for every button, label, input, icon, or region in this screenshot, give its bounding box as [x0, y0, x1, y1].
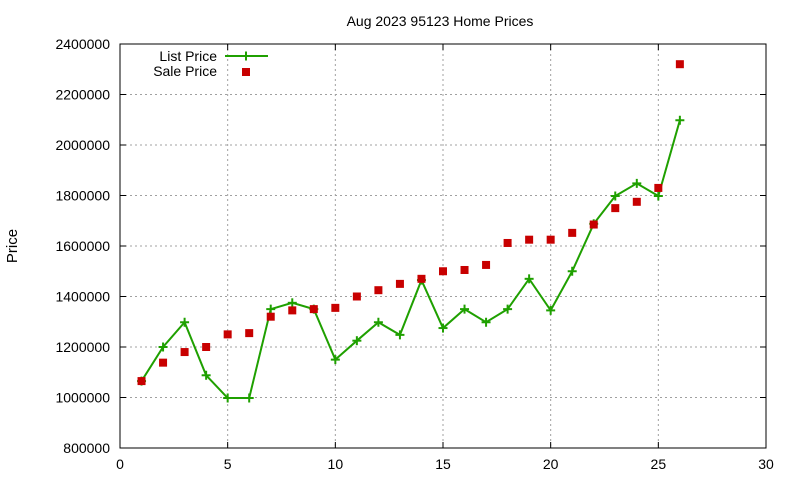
sale-price-point: [202, 343, 211, 351]
list-price-point: [395, 330, 405, 340]
list-price-point: [546, 305, 556, 315]
axis-ticks: 0 5 10 15 20 25 30 800000 1000000 1200000 1400000 1…: [55, 36, 774, 472]
y-tick-label: 2000000: [55, 137, 110, 153]
list-price-point: [503, 304, 513, 314]
sale-price-point: [632, 197, 641, 206]
y-axis-label: Price: [4, 229, 21, 263]
sale-price-point: [309, 305, 318, 314]
legend: List Price Sale Price: [153, 48, 268, 79]
grid: [120, 44, 766, 448]
list-price-point: [524, 274, 534, 284]
list-price-point: [610, 191, 620, 201]
sale-price-point: [503, 238, 512, 247]
sale-price-point: [395, 279, 404, 288]
chart-title: Aug 2023 95123 Home Prices: [347, 13, 534, 29]
list-price-point: [158, 342, 168, 352]
legend-label-list-price: List Price: [159, 48, 217, 64]
list-price-point: [330, 355, 340, 365]
sale-price-point: [331, 303, 340, 312]
sale-price-point: [525, 235, 534, 244]
sale-price-point: [654, 183, 663, 192]
list-price-point: [675, 115, 685, 125]
list-price-point: [244, 393, 254, 403]
list-price-point: [373, 317, 383, 327]
list-price-point: [201, 370, 211, 380]
y-tick-label: 2200000: [55, 87, 110, 103]
list-price-point: [223, 393, 233, 403]
sale-price-point: [589, 220, 598, 229]
legend-marker-sale-price: [242, 68, 250, 76]
sale-price-point: [460, 265, 469, 274]
plot-frame: [119, 43, 767, 449]
sale-price-point: [288, 306, 297, 315]
sale-price-point: [159, 358, 168, 367]
list-price-point: [653, 191, 663, 201]
sale-price-point: [223, 330, 232, 339]
y-tick-label: 1600000: [55, 238, 110, 254]
y-tick-label: 1800000: [55, 188, 110, 204]
x-tick-label: 5: [224, 456, 232, 472]
x-tick-label: 20: [543, 456, 559, 472]
list-price-line: [140, 119, 681, 400]
list-price-point: [287, 298, 297, 308]
sale-price-point: [439, 267, 447, 276]
list-price-point: [481, 317, 491, 327]
x-tick-label: 0: [116, 456, 124, 472]
list-price-point: [438, 323, 448, 333]
x-tick-label: 25: [651, 456, 667, 472]
sale-price-point: [245, 329, 254, 338]
x-tick-label: 10: [328, 456, 344, 472]
sale-price-point: [611, 204, 620, 213]
sale-price-point: [675, 60, 684, 69]
sale-price-point: [374, 286, 383, 295]
list-price-point: [460, 304, 470, 314]
sale-price-point: [180, 348, 189, 357]
sale-price-point: [568, 228, 577, 237]
list-price-point: [567, 266, 577, 276]
legend-marker-list-price: [241, 51, 251, 61]
x-tick-label: 30: [758, 456, 774, 472]
sale-price-point: [266, 312, 275, 321]
y-tick-label: 1400000: [55, 289, 110, 305]
sale-price-point: [417, 274, 426, 283]
list-price-point: [352, 336, 362, 346]
sale-price-point: [546, 235, 555, 244]
plot-series: [137, 60, 685, 403]
sale-price-point: [352, 292, 361, 301]
list-price-point: [180, 317, 190, 327]
list-price-point: [632, 178, 642, 188]
y-tick-label: 1200000: [55, 339, 110, 355]
legend-label-sale-price: Sale Price: [153, 63, 217, 79]
y-tick-label: 800000: [63, 440, 110, 456]
y-tick-label: 2400000: [55, 36, 110, 52]
sale-price-point: [137, 377, 146, 386]
sale-price-point: [482, 260, 491, 269]
x-tick-label: 15: [435, 456, 451, 472]
list-price-point: [266, 304, 276, 314]
y-tick-label: 1000000: [55, 390, 110, 406]
